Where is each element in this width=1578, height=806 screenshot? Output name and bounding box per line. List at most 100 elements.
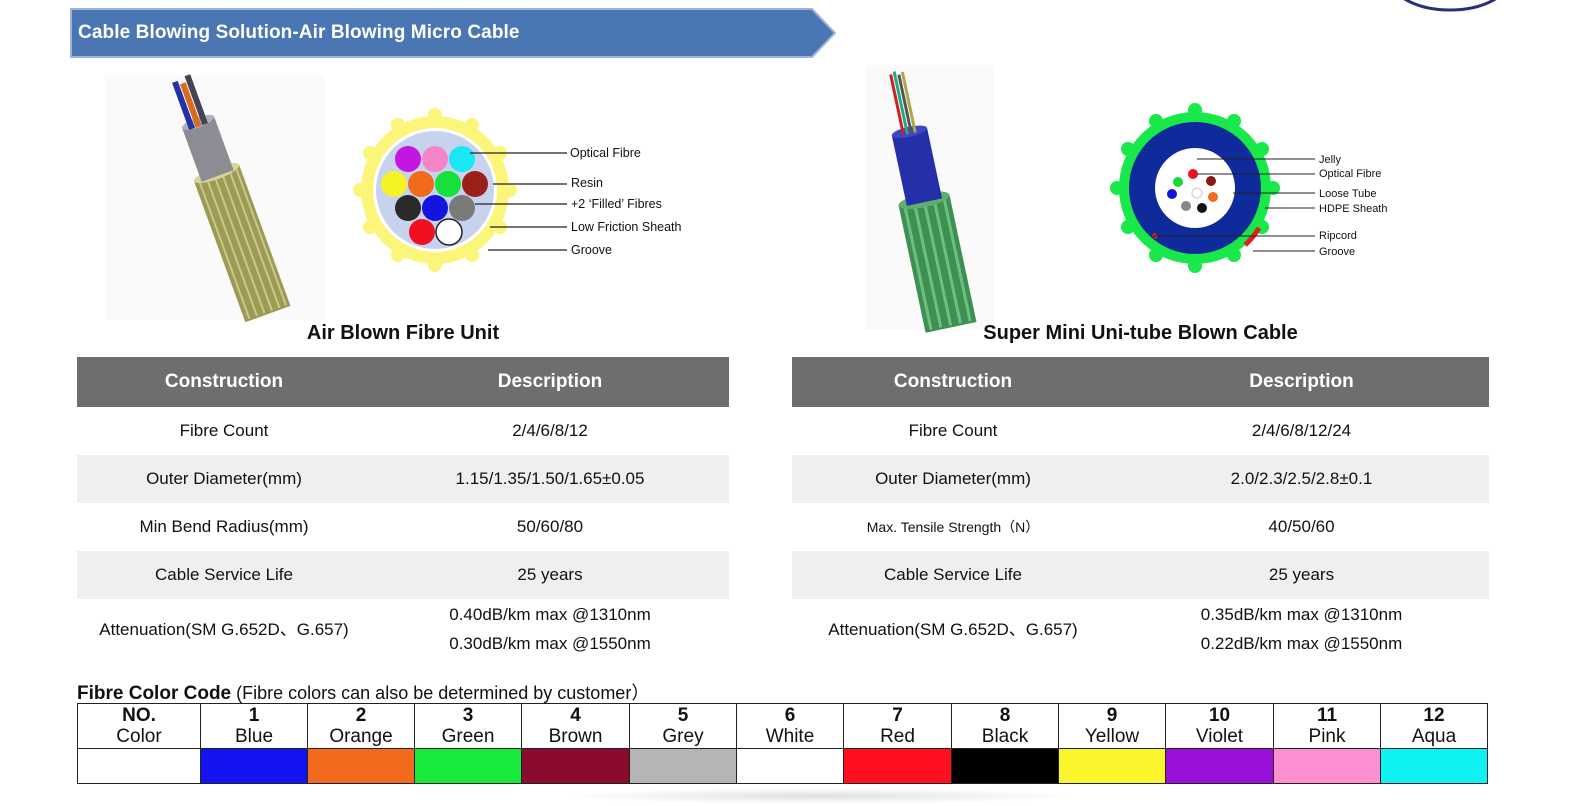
color-swatch-white bbox=[736, 748, 844, 784]
cell-description: 25 years bbox=[1114, 551, 1489, 599]
label-filled-fibres: +2 ‘Filled’ Fibres bbox=[571, 197, 662, 211]
color-name: Blue bbox=[234, 726, 274, 747]
color-swatch-green bbox=[414, 748, 522, 784]
color-name: Pink bbox=[1308, 726, 1346, 747]
page-shadow bbox=[560, 788, 1080, 804]
color-number: 1 bbox=[248, 705, 260, 726]
color-code-cell-red: 7 Red bbox=[843, 703, 952, 749]
label-resin: Resin bbox=[571, 176, 603, 190]
color-code-title: Fibre Color Code bbox=[77, 683, 232, 704]
cell-construction: Cable Service Life bbox=[792, 551, 1114, 599]
color-number: 2 bbox=[355, 705, 367, 726]
label-ripcord: Ripcord bbox=[1319, 230, 1357, 242]
cell-construction: Outer Diameter(mm) bbox=[77, 455, 371, 503]
color-number: 7 bbox=[892, 705, 903, 726]
cell-description: 1.15/1.35/1.50/1.65±0.05 bbox=[371, 455, 729, 503]
color-code-header-cell: NO. Color bbox=[77, 703, 201, 749]
color-number: 10 bbox=[1208, 705, 1231, 726]
color-code-heading: Fibre Color Code (Fibre colors can also … bbox=[77, 679, 649, 705]
color-swatch-pink bbox=[1273, 748, 1381, 784]
color-code-label-row: NO. Color 1 Blue 2 Orange 3 Green 4 Brown 5 Grey 6… bbox=[77, 703, 1488, 749]
air-blown-cross-section-diagram: Optical Fibre Resin +2 ‘Filled’ Fibres L… bbox=[353, 108, 682, 272]
banner-arrow-shape bbox=[70, 8, 836, 58]
air-blown-fibre-unit-illustration bbox=[105, 74, 325, 323]
color-code-cell-white: 6 White bbox=[736, 703, 844, 749]
color-code-cell-grey: 5 Grey bbox=[629, 703, 737, 749]
color-code-cell-black: 8 Black bbox=[951, 703, 1059, 749]
cell-construction: Max. Tensile Strength（N） bbox=[866, 519, 1040, 535]
table-row: Fibre Count 2/4/6/8/12 bbox=[77, 407, 729, 455]
table-row: Cable Service Life 25 years bbox=[792, 551, 1489, 599]
color-number: 11 bbox=[1316, 705, 1338, 726]
color-swatch-brown bbox=[521, 748, 630, 784]
color-swatch-red bbox=[843, 748, 952, 784]
banner-title: Cable Blowing Solution-Air Blowing Micro… bbox=[78, 22, 520, 43]
color-swatch-aqua bbox=[1380, 748, 1488, 784]
color-code-swatch-row bbox=[77, 748, 1488, 784]
cell-description: 50/60/80 bbox=[516, 517, 584, 536]
attenuation-1310: 0.40dB/km max @1310nm bbox=[449, 605, 651, 624]
header-description: Description bbox=[371, 357, 729, 407]
header-construction: Construction bbox=[792, 357, 1114, 407]
table-row: Min Bend Radius(mm) 50/60/80 bbox=[77, 503, 729, 551]
color-code-cell-pink: 11 Pink bbox=[1273, 703, 1381, 749]
table-header-row: Construction Description bbox=[77, 357, 729, 407]
header-color: Color bbox=[116, 726, 162, 747]
left-figure-title: Air Blown Fibre Unit bbox=[306, 322, 500, 344]
attenuation-1310: 0.35dB/km max @1310nm bbox=[1200, 605, 1403, 624]
header-construction: Construction bbox=[77, 357, 371, 407]
cell-description: 0.35dB/km max @1310nm 0.22dB/km max @155… bbox=[1114, 599, 1489, 659]
color-name: Aqua bbox=[1411, 726, 1457, 747]
cell-construction: Min Bend Radius(mm) bbox=[139, 517, 309, 536]
color-name: White bbox=[765, 726, 815, 747]
color-code-cell-orange: 2 Orange bbox=[307, 703, 415, 749]
cell-construction: Attenuation(SM G.652D、G.657) bbox=[828, 619, 1078, 639]
color-number: 9 bbox=[1106, 705, 1118, 726]
label-groove: Groove bbox=[571, 243, 612, 257]
header-no: NO. bbox=[122, 705, 156, 726]
color-code-cell-blue: 1 Blue bbox=[200, 703, 308, 749]
color-number: 4 bbox=[570, 705, 581, 726]
label-optical-fibre: Optical Fibre bbox=[570, 146, 641, 160]
color-swatch-blue bbox=[200, 748, 308, 784]
color-number: 12 bbox=[1423, 705, 1445, 726]
color-name: Brown bbox=[548, 726, 603, 747]
table-header-row: Construction Description bbox=[792, 357, 1489, 407]
color-swatch-grey bbox=[629, 748, 737, 784]
cell-construction: Fibre Count bbox=[908, 421, 998, 440]
cell-description: 2/4/6/8/12 bbox=[512, 421, 588, 440]
label-loose-tube: Loose Tube bbox=[1319, 188, 1377, 200]
cell-construction: Outer Diameter(mm) bbox=[792, 455, 1114, 503]
table-row: Max. Tensile Strength（N） 40/50/60 bbox=[792, 503, 1489, 551]
color-name: Yellow bbox=[1084, 726, 1140, 747]
color-code-note: (Fibre colors can also be determined by … bbox=[236, 683, 650, 703]
color-code-cell-aqua: 12 Aqua bbox=[1380, 703, 1488, 749]
color-name: Black bbox=[981, 726, 1029, 747]
fibre-color-code-table: NO. Color 1 Blue 2 Orange 3 Green 4 Brown 5 Grey 6… bbox=[77, 703, 1488, 784]
logo-arc-icon bbox=[1403, 0, 1497, 12]
label-groove: Groove bbox=[1319, 246, 1355, 258]
table-row: Fibre Count 2/4/6/8/12/24 bbox=[792, 407, 1489, 455]
color-number: 8 bbox=[999, 705, 1011, 726]
color-code-cell-brown: 4 Brown bbox=[521, 703, 630, 749]
table-row: Attenuation(SM G.652D、G.657) 0.35dB/km m… bbox=[792, 599, 1489, 659]
super-mini-cable-spec-table: Construction Description Fibre Count 2/4… bbox=[792, 357, 1489, 659]
cell-description: 0.40dB/km max @1310nm 0.30dB/km max @155… bbox=[371, 599, 729, 659]
table-row: Outer Diameter(mm) 1.15/1.35/1.50/1.65±0… bbox=[77, 455, 729, 503]
color-swatch-violet bbox=[1165, 748, 1274, 784]
color-code-cell-violet: 10 Violet bbox=[1165, 703, 1274, 749]
color-number: 3 bbox=[462, 705, 474, 726]
cell-description: 2/4/6/8/12/24 bbox=[1251, 421, 1352, 440]
header-description: Description bbox=[1114, 357, 1489, 407]
cell-description: 2.0/2.3/2.5/2.8±0.1 bbox=[1114, 455, 1489, 503]
color-number: 5 bbox=[677, 705, 689, 726]
attenuation-1550: 0.30dB/km max @1550nm bbox=[449, 634, 651, 653]
section-banner: Cable Blowing Solution-Air Blowing Micro… bbox=[70, 8, 836, 58]
cell-construction: Attenuation(SM G.652D、G.657) bbox=[99, 619, 349, 639]
table-row: Cable Service Life 25 years bbox=[77, 551, 729, 599]
attenuation-1550: 0.22dB/km max @1550nm bbox=[1200, 634, 1403, 653]
cell-description: 40/50/60 bbox=[1268, 517, 1335, 536]
cell-construction: Cable Service Life bbox=[77, 551, 371, 599]
color-name: Violet bbox=[1195, 726, 1244, 747]
cell-description: 25 years bbox=[371, 551, 729, 599]
